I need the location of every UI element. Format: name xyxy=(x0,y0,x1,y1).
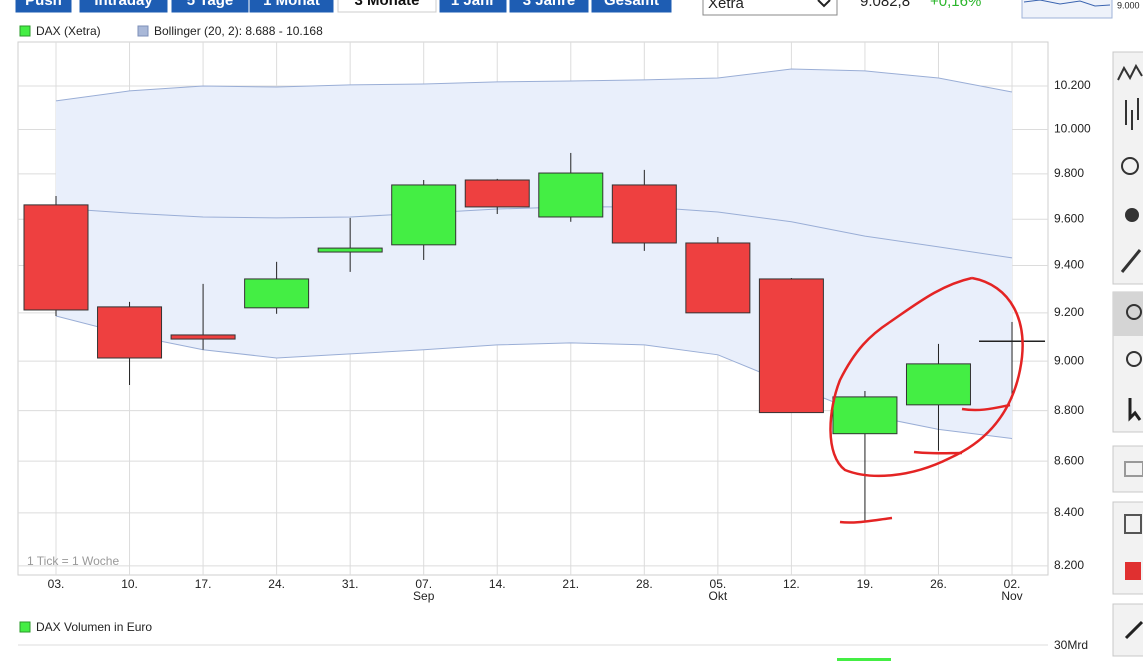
x-tick-label: 17. xyxy=(195,577,212,591)
tab-label: 5 Tage xyxy=(187,0,233,9)
x-sublabel: Okt xyxy=(709,589,728,603)
legend-swatch xyxy=(19,25,31,37)
candle-body xyxy=(758,278,824,414)
tab[interactable] xyxy=(337,0,437,13)
tab[interactable] xyxy=(439,0,507,13)
y-tick-label: 10.000 xyxy=(1054,122,1091,136)
x-tick-label: 24. xyxy=(268,577,285,591)
tool-group xyxy=(1112,51,1143,285)
candle-body xyxy=(97,306,163,359)
volume-axis-label: 30Mrd xyxy=(1054,638,1088,652)
tab[interactable] xyxy=(79,0,168,13)
y-tick-label: 9.400 xyxy=(1054,258,1084,272)
chart-note: 1 Tick = 1 Woche xyxy=(27,554,119,568)
x-tick-label: 02. xyxy=(1004,577,1021,591)
x-tick-label: 19. xyxy=(857,577,874,591)
tool-line[interactable] xyxy=(1117,63,1143,81)
x-tick-label: 28. xyxy=(636,577,653,591)
legend-swatch xyxy=(137,25,149,37)
y-tick-label: 8.200 xyxy=(1054,558,1084,572)
tab-label: 1 Jahr xyxy=(451,0,495,9)
band-line xyxy=(55,68,1013,102)
y-tick-label: 9.200 xyxy=(1054,305,1084,319)
x-tick-label: 10. xyxy=(121,577,138,591)
tool-delete[interactable] xyxy=(1125,562,1141,580)
candle-body xyxy=(170,334,236,340)
y-tick-label: 8.800 xyxy=(1054,403,1084,417)
candle-body xyxy=(685,242,751,314)
select-arrow xyxy=(817,0,831,8)
x-tick-label: 05. xyxy=(710,577,727,591)
tool-pointer[interactable] xyxy=(1128,398,1142,422)
mini-chart-label: 9.000 xyxy=(1117,0,1140,10)
tab-label: 1 Monat xyxy=(263,0,320,9)
annotation-stroke xyxy=(961,403,1011,412)
tool-save[interactable] xyxy=(1124,514,1142,534)
tab-bar: Push Intraday 5 Tage 1 Monat 3 Monate 1 Jahr 3… xyxy=(15,0,672,13)
tab-label: 3 Monate xyxy=(354,0,419,9)
volume-bar xyxy=(837,658,891,661)
tool-draw[interactable] xyxy=(1120,249,1142,273)
annotation-stroke xyxy=(913,450,963,455)
candle-body xyxy=(832,396,898,435)
x-tick-label: 26. xyxy=(930,577,947,591)
y-tick-label: 8.400 xyxy=(1054,505,1084,519)
candle-body xyxy=(611,184,677,244)
tab[interactable] xyxy=(591,0,672,13)
tab[interactable] xyxy=(509,0,589,13)
plot: 8.200 8.400 8.600 8.800 9.000 9.200 9.400 9.600… xyxy=(18,42,1091,603)
tab-label: Intraday xyxy=(94,0,153,9)
x-tick-label: 21. xyxy=(562,577,579,591)
annotation-stroke xyxy=(839,516,893,524)
y-tick-label: 9.000 xyxy=(1054,353,1084,367)
candle-body xyxy=(391,184,457,246)
y-tick-label: 10.200 xyxy=(1054,78,1091,92)
x-tick-label: 07. xyxy=(415,577,432,591)
legend-entry: Bollinger (20, 2): 8.688 - 10.168 xyxy=(154,24,323,38)
tool-zoom-out[interactable] xyxy=(1126,351,1142,367)
y-tick-label: 8.600 xyxy=(1054,453,1084,467)
candle-body xyxy=(244,278,310,309)
tab-label: Push xyxy=(25,0,62,9)
tab-label: 3 Jahre xyxy=(523,0,576,9)
candle-body xyxy=(317,247,383,253)
tool-zoom-in[interactable] xyxy=(1126,304,1142,320)
price: 9.082,8 xyxy=(860,0,910,10)
tool-print-icon xyxy=(1124,461,1143,477)
x-tick-label: 14. xyxy=(489,577,506,591)
exchange-select[interactable] xyxy=(702,0,838,16)
candle-body xyxy=(538,172,604,218)
x-tick-label: 12. xyxy=(783,577,800,591)
tab[interactable] xyxy=(249,0,334,13)
tool-compare[interactable] xyxy=(1121,157,1139,175)
tab-label: Gesamt xyxy=(604,0,659,9)
y-tick-label: 9.600 xyxy=(1054,211,1084,225)
exchange-value: Xetra xyxy=(708,0,745,12)
y-tick-label: 9.800 xyxy=(1054,166,1084,180)
candle-body xyxy=(464,179,530,208)
candle-body xyxy=(905,363,971,406)
tool-fullscreen[interactable] xyxy=(1112,603,1143,657)
tool-print[interactable] xyxy=(1112,445,1143,493)
tool-settings[interactable] xyxy=(1125,208,1139,222)
tool-ohlc[interactable] xyxy=(1125,98,1139,130)
mini-chart[interactable]: 9.000 xyxy=(1021,0,1140,19)
toolbar xyxy=(1112,51,1143,657)
volume-legend: DAX Volumen in Euro xyxy=(36,620,152,634)
legend-entry: DAX (Xetra) xyxy=(36,24,101,38)
candle-body xyxy=(23,204,89,311)
tool-fullscreen-icon xyxy=(1124,620,1143,640)
tab[interactable] xyxy=(15,0,72,13)
x-tick-label: 31. xyxy=(342,577,359,591)
change: +0,16% xyxy=(930,0,981,10)
tab[interactable] xyxy=(171,0,249,13)
band-line xyxy=(55,206,1013,259)
x-sublabel: Sep xyxy=(413,589,435,603)
legend-swatch xyxy=(19,621,31,633)
annotation-circle xyxy=(829,276,1024,478)
x-tick-label: 03. xyxy=(48,577,65,591)
x-sublabel: Nov xyxy=(1001,589,1022,603)
